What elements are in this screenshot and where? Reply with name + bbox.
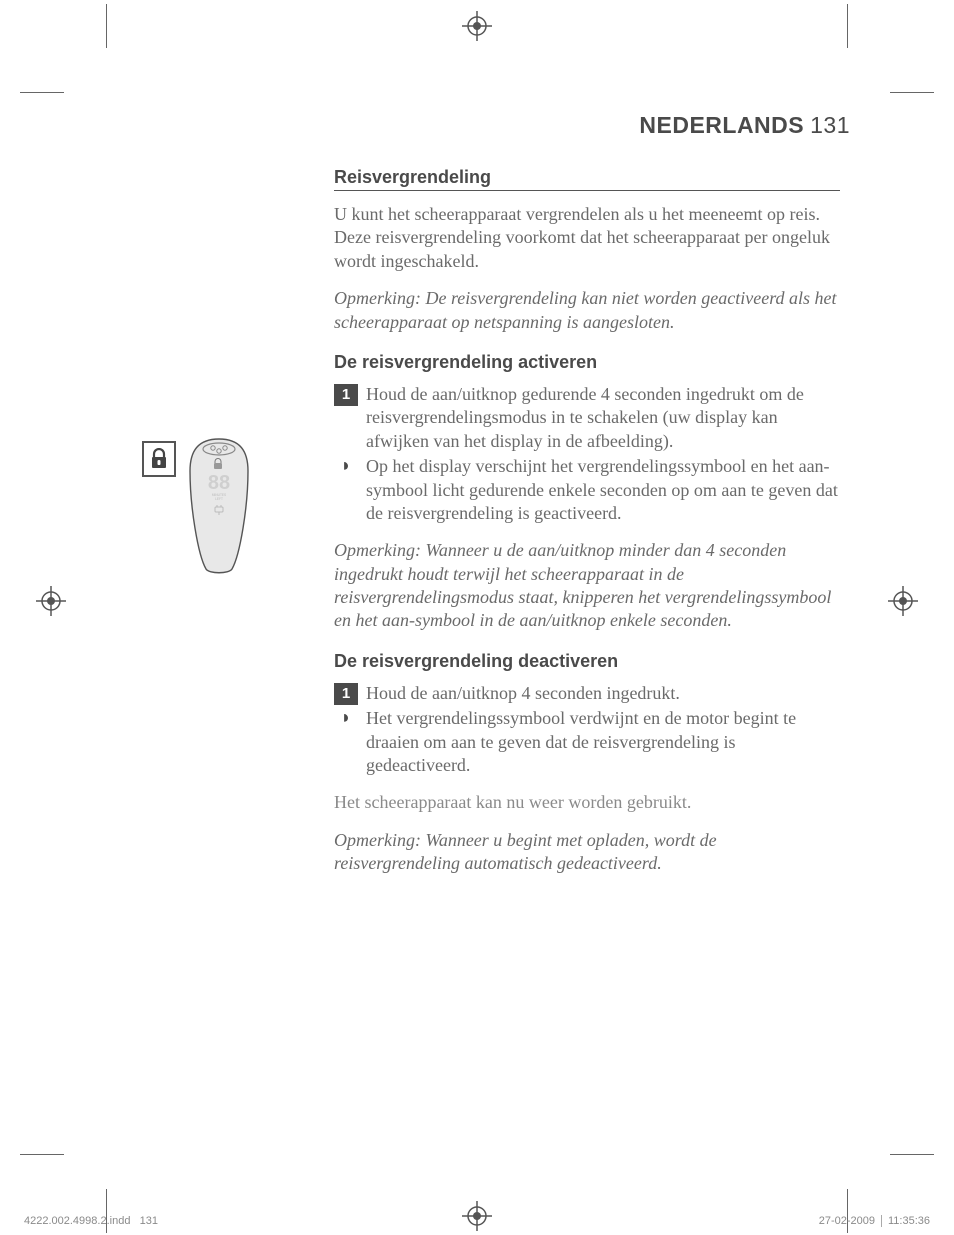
footer-time: 11:35:36 <box>888 1215 930 1227</box>
footer-page: 131 <box>140 1215 158 1227</box>
step-item: 1 Houd de aan/uitknop 4 seconden ingedru… <box>334 682 840 705</box>
step-number-badge: 1 <box>334 683 358 705</box>
shaver-illustration: 88 MINUTES LEFT <box>148 437 278 577</box>
lock-icon <box>150 448 168 470</box>
display-digits: 88 <box>208 472 230 494</box>
svg-text:LEFT: LEFT <box>215 497 223 501</box>
note-paragraph: Opmerking: De reisvergrendeling kan niet… <box>334 287 840 334</box>
illustration-column: 88 MINUTES LEFT <box>106 167 334 890</box>
registration-mark-icon <box>36 586 66 616</box>
body-paragraph: Het scheerapparaat kan nu weer worden ge… <box>334 791 840 814</box>
page-header: NEDERLANDS131 <box>106 112 850 139</box>
registration-mark-icon <box>462 11 492 41</box>
registration-mark-icon <box>888 586 918 616</box>
language-label: NEDERLANDS <box>639 112 804 138</box>
section-heading: Reisvergrendeling <box>334 167 840 191</box>
bullet-text: Op het display verschijnt het vergrendel… <box>366 455 840 525</box>
body-paragraph: U kunt het scheerapparaat vergrendelen a… <box>334 203 840 273</box>
footer-date: 27-02-2009 <box>819 1215 875 1227</box>
subsection-heading: De reisvergrendeling deactiveren <box>334 651 840 672</box>
step-number-badge: 1 <box>334 384 358 406</box>
crop-mark <box>106 4 107 48</box>
footer-left: 4222.002.4998.2.indd 131 <box>24 1215 158 1227</box>
bullet-item: ◗ Het vergrendelingssymbool verdwijnt en… <box>334 707 840 777</box>
print-footer: 4222.002.4998.2.indd 131 27-02-2009 11:35… <box>24 1215 930 1227</box>
crop-mark <box>20 1154 64 1155</box>
crop-mark <box>890 92 934 93</box>
footer-filename: 4222.002.4998.2.indd <box>24 1215 130 1227</box>
crop-mark <box>847 4 848 48</box>
crop-mark <box>890 1154 934 1155</box>
step-item: 1 Houd de aan/uitknop gedurende 4 second… <box>334 383 840 453</box>
step-list: 1 Houd de aan/uitknop gedurende 4 second… <box>334 383 840 525</box>
note-paragraph: Opmerking: Wanneer u begint met opladen,… <box>334 829 840 876</box>
bullet-icon: ◗ <box>334 707 358 777</box>
page-number: 131 <box>810 112 850 138</box>
bullet-text: Het vergrendelingssymbool verdwijnt en d… <box>366 707 840 777</box>
page-content: NEDERLANDS131 <box>106 92 850 1152</box>
note-paragraph: Opmerking: Wanneer u de aan/uitknop mind… <box>334 539 840 633</box>
step-list: 1 Houd de aan/uitknop 4 seconden ingedru… <box>334 682 840 778</box>
shaver-icon: 88 MINUTES LEFT <box>184 437 254 575</box>
crop-mark <box>20 92 64 93</box>
step-text: Houd de aan/uitknop 4 seconden ingedrukt… <box>366 682 840 705</box>
bullet-icon: ◗ <box>334 455 358 525</box>
step-text: Houd de aan/uitknop gedurende 4 seconden… <box>366 383 840 453</box>
lock-callout <box>142 441 176 477</box>
subsection-heading: De reisvergrendeling activeren <box>334 352 840 373</box>
footer-right: 27-02-2009 11:35:36 <box>819 1215 930 1227</box>
bullet-item: ◗ Op het display verschijnt het vergrend… <box>334 455 840 525</box>
text-column: Reisvergrendeling U kunt het scheerappar… <box>334 167 850 890</box>
